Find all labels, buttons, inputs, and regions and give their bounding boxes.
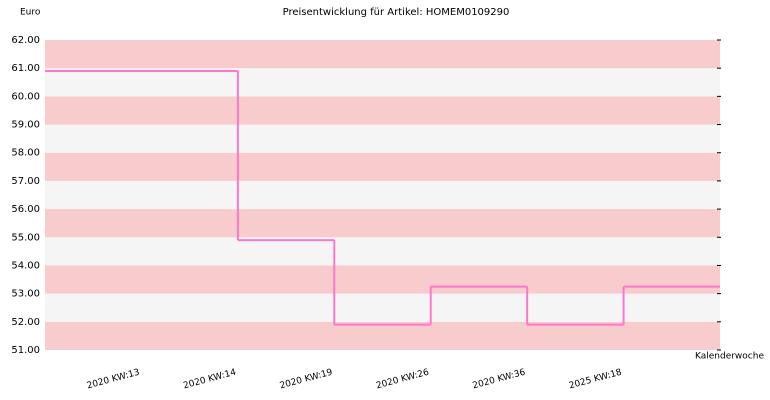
grid-band: [45, 96, 720, 125]
y-axis-label: Euro: [20, 8, 41, 18]
x-axis-label: Kalenderwoche: [695, 352, 764, 362]
y-tick-label: 60.00: [11, 91, 40, 102]
grid-band: [45, 68, 720, 97]
y-tick-label: 52.00: [11, 317, 40, 328]
chart-title: Preisentwicklung für Artikel: HOMEM01092…: [283, 7, 510, 18]
y-tick-label: 61.00: [11, 63, 40, 74]
grid-band: [45, 124, 720, 153]
grid-band: [45, 209, 720, 238]
grid-band: [45, 321, 720, 350]
grid-band: [45, 265, 720, 294]
y-tick-label: 62.00: [11, 35, 40, 46]
y-tick-label: 59.00: [11, 120, 40, 131]
y-tick-label: 56.00: [11, 204, 40, 215]
grid-band: [45, 40, 720, 69]
grid-band: [45, 237, 720, 266]
y-tick-label: 57.00: [11, 176, 40, 187]
y-tick-label: 51.00: [11, 345, 40, 356]
grid-band: [45, 152, 720, 181]
y-tick-label: 54.00: [11, 260, 40, 271]
grid-band: [45, 293, 720, 322]
y-tick-label: 53.00: [11, 289, 40, 300]
y-tick-label: 58.00: [11, 148, 40, 159]
y-tick-label: 55.00: [11, 232, 40, 243]
grid-band: [45, 180, 720, 210]
